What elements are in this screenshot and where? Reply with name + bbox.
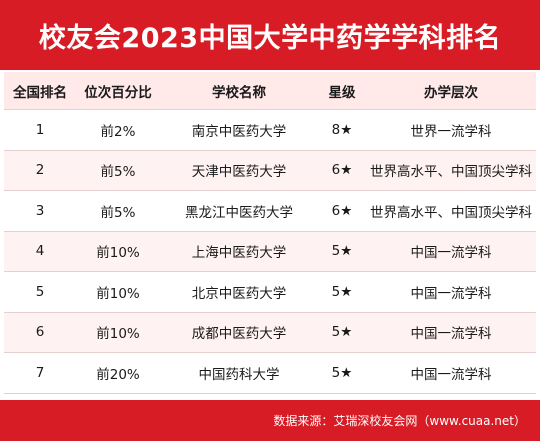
school-cell: 中国药科大学 [198,366,280,383]
level-cell: 世界高水平、中国顶尖学科 [370,164,532,181]
rank-cell: 7 [35,364,45,381]
title-banner: 校友会2023中国大学中药学学科排名 [0,0,540,70]
table-row: 2 前5% 天津中医药大学 6★ 世界高水平、中国顶尖学科 [4,150,536,191]
percent-cell: 前10% [96,245,140,262]
level-cell: 中国一流学科 [410,245,492,262]
stars-cell: 6★ [331,202,353,219]
table-row: 3 前5% 黑龙江中医药大学 6★ 世界高水平、中国顶尖学科 [4,191,536,232]
percent-cell: 前20% [96,366,140,383]
rank-cell: 5 [35,283,45,300]
stars-cell: 6★ [331,162,353,179]
footer-banner: 数据来源：艾瑞深校友会网（www.cuaa.net） [0,400,540,441]
rank-cell: 1 [35,121,45,138]
rank-cell: 6 [35,324,45,341]
header-level: 办学层次 [424,84,478,101]
rank-cell: 2 [35,162,45,179]
table-row: 6 前10% 成都中医药大学 5★ 中国一流学科 [4,312,536,353]
stars-cell: 8★ [331,121,353,138]
level-cell: 中国一流学科 [410,285,492,302]
percent-cell: 前2% [100,123,136,140]
level-cell: 世界高水平、中国顶尖学科 [370,204,532,221]
header-stars: 星级 [328,84,356,101]
school-cell: 天津中医药大学 [191,164,287,181]
level-cell: 中国一流学科 [410,366,492,383]
level-cell: 中国一流学科 [410,326,492,343]
table-header-row: 全国排名 位次百分比 学校名称 星级 办学层次 [4,72,536,110]
level-cell: 世界一流学科 [410,123,492,140]
table-row: 5 前10% 北京中医药大学 5★ 中国一流学科 [4,272,536,313]
table-row: 4 前10% 上海中医药大学 5★ 中国一流学科 [4,231,536,272]
rank-cell: 4 [35,243,45,260]
ranking-table: 全国排名 位次百分比 学校名称 星级 办学层次 1 前2% 南京中医药大学 8★… [4,72,536,394]
school-cell: 南京中医药大学 [191,123,287,140]
percent-cell: 前10% [96,326,140,343]
header-school: 学校名称 [212,84,266,101]
percent-cell: 前10% [96,285,140,302]
table-row: 7 前20% 中国药科大学 5★ 中国一流学科 [4,353,536,394]
stars-cell: 5★ [331,283,353,300]
percent-cell: 前5% [100,204,136,221]
header-percent: 位次百分比 [84,84,152,101]
page-title: 校友会2023中国大学中药学学科排名 [38,22,502,54]
school-cell: 北京中医药大学 [191,285,287,302]
source-note: 数据来源：艾瑞深校友会网（www.cuaa.net） [273,414,526,428]
school-cell: 黑龙江中医药大学 [185,204,293,221]
stars-cell: 5★ [331,243,353,260]
school-cell: 上海中医药大学 [191,245,287,262]
stars-cell: 5★ [331,364,353,381]
percent-cell: 前5% [100,164,136,181]
stars-cell: 5★ [331,324,353,341]
rank-cell: 3 [35,202,45,219]
school-cell: 成都中医药大学 [191,326,287,343]
table-row: 1 前2% 南京中医药大学 8★ 世界一流学科 [4,110,536,151]
header-rank: 全国排名 [13,84,67,101]
